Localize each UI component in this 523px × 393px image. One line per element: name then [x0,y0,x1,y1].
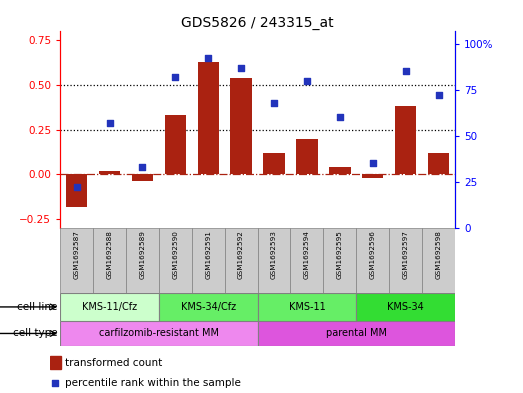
Bar [50,356,61,369]
Text: GSM1692592: GSM1692592 [238,230,244,279]
Bar [60,293,159,321]
Bar [362,174,383,178]
Bar [60,228,93,293]
Point [204,55,212,62]
Bar [66,174,87,206]
Point [138,164,146,170]
Text: GSM1692589: GSM1692589 [140,230,145,279]
Bar [159,293,257,321]
Point [270,99,278,106]
Text: cell line: cell line [17,302,58,312]
Text: GSM1692595: GSM1692595 [337,230,343,279]
Text: percentile rank within the sample: percentile rank within the sample [65,378,241,388]
Point [72,184,81,191]
Bar [356,228,389,293]
Point [105,120,113,126]
Bar [132,174,153,182]
Text: KMS-11: KMS-11 [289,302,325,312]
Bar [93,228,126,293]
Text: KMS-34/Cfz: KMS-34/Cfz [180,302,236,312]
Point [336,114,344,121]
Text: GSM1692593: GSM1692593 [271,230,277,279]
Bar [192,228,225,293]
Bar [296,139,317,174]
Bar [60,321,257,346]
Point [171,74,179,80]
Text: KMS-34: KMS-34 [387,302,424,312]
Bar [264,153,285,174]
Bar [395,107,416,174]
Point [237,64,245,71]
Bar [231,78,252,174]
Point [51,380,59,386]
Text: GSM1692591: GSM1692591 [205,230,211,279]
Text: transformed count: transformed count [65,358,163,368]
Bar [225,228,257,293]
Point [435,92,443,99]
Bar [428,153,449,174]
Bar [290,228,323,293]
Bar [389,228,422,293]
Bar [99,171,120,174]
Text: GSM1692597: GSM1692597 [403,230,408,279]
Bar [356,293,455,321]
Bar [165,116,186,174]
Text: parental MM: parental MM [326,329,387,338]
Title: GDS5826 / 243315_at: GDS5826 / 243315_at [181,17,334,30]
Point [369,160,377,167]
Bar [257,293,356,321]
Bar [422,228,455,293]
Text: carfilzomib-resistant MM: carfilzomib-resistant MM [99,329,219,338]
Bar [257,228,290,293]
Text: GSM1692587: GSM1692587 [74,230,79,279]
Text: GSM1692590: GSM1692590 [172,230,178,279]
Text: cell type: cell type [13,329,58,338]
Point [303,77,311,84]
Bar [323,228,356,293]
Bar [126,228,159,293]
Text: GSM1692594: GSM1692594 [304,230,310,279]
Text: KMS-11/Cfz: KMS-11/Cfz [82,302,137,312]
Point [402,68,410,75]
Bar [329,167,350,174]
Bar [198,62,219,174]
Text: GSM1692596: GSM1692596 [370,230,376,279]
Text: GSM1692598: GSM1692598 [436,230,441,279]
Text: GSM1692588: GSM1692588 [107,230,112,279]
Bar [159,228,192,293]
Bar [257,321,455,346]
